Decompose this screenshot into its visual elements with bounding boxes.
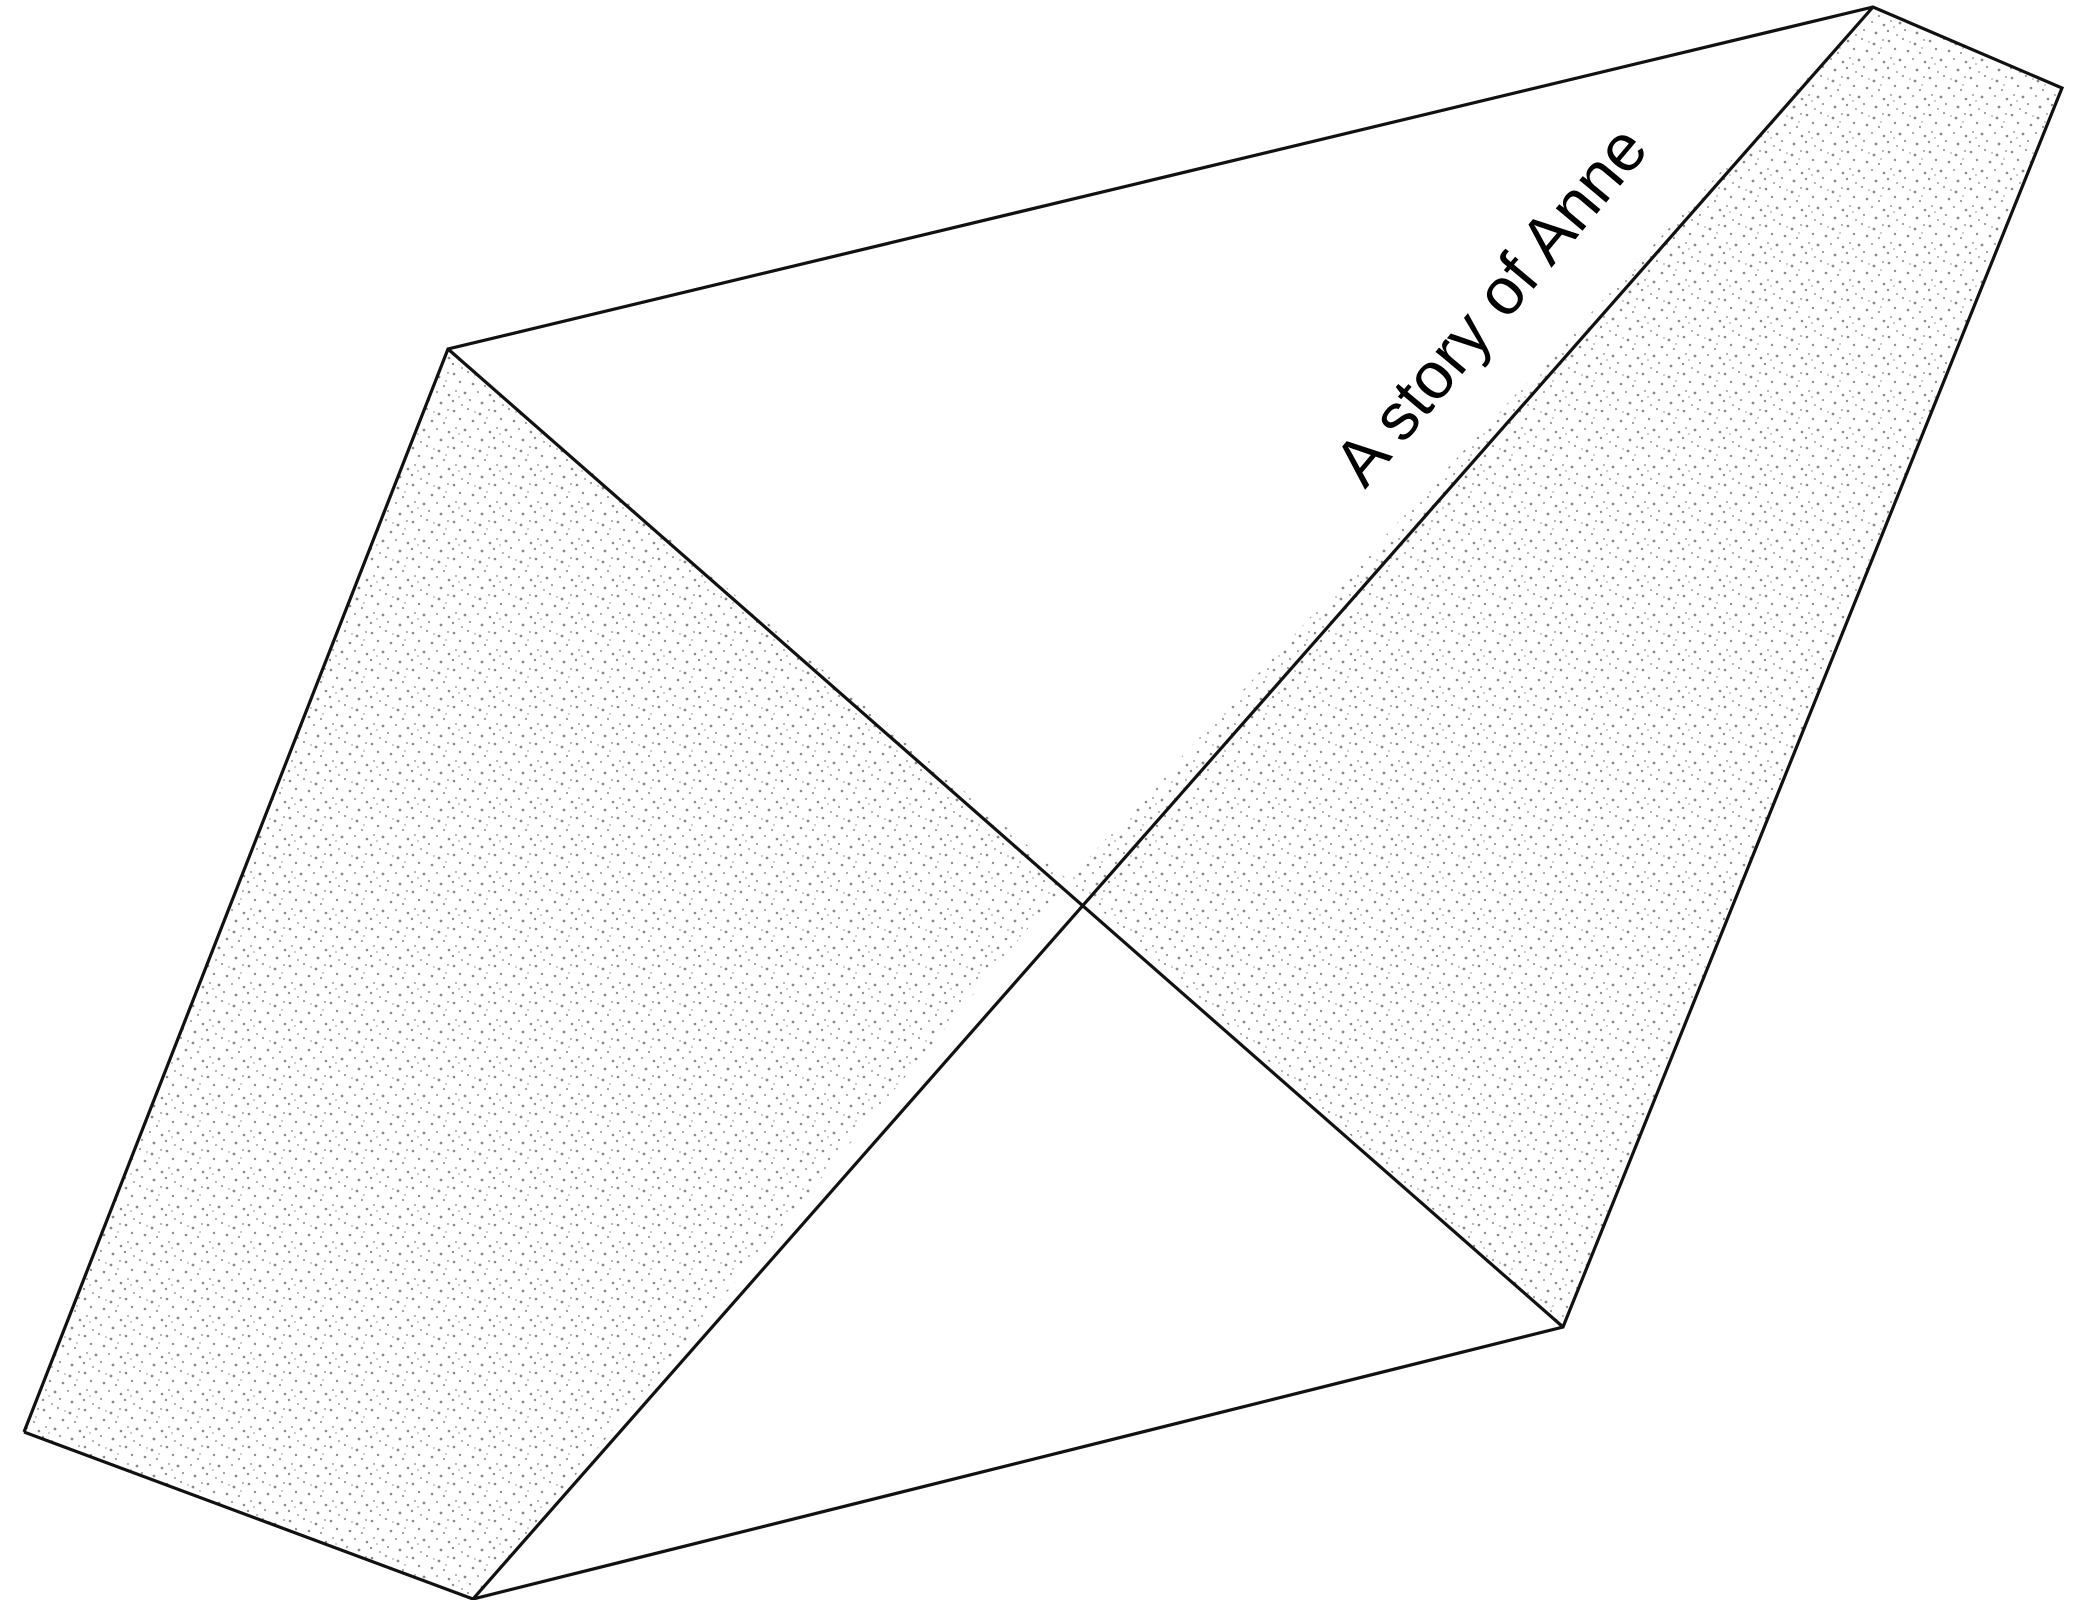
left-stippled-face bbox=[24, 349, 1068, 1599]
diagonal-edge-left-to-right bbox=[446, 347, 1565, 1329]
top-triangle-face bbox=[448, 7, 1873, 880]
diagonal-edge-bottom-to-top bbox=[471, 5, 1875, 1600]
right-stippled-face bbox=[1068, 7, 2062, 1327]
bottom-triangle-face bbox=[473, 880, 1563, 1599]
